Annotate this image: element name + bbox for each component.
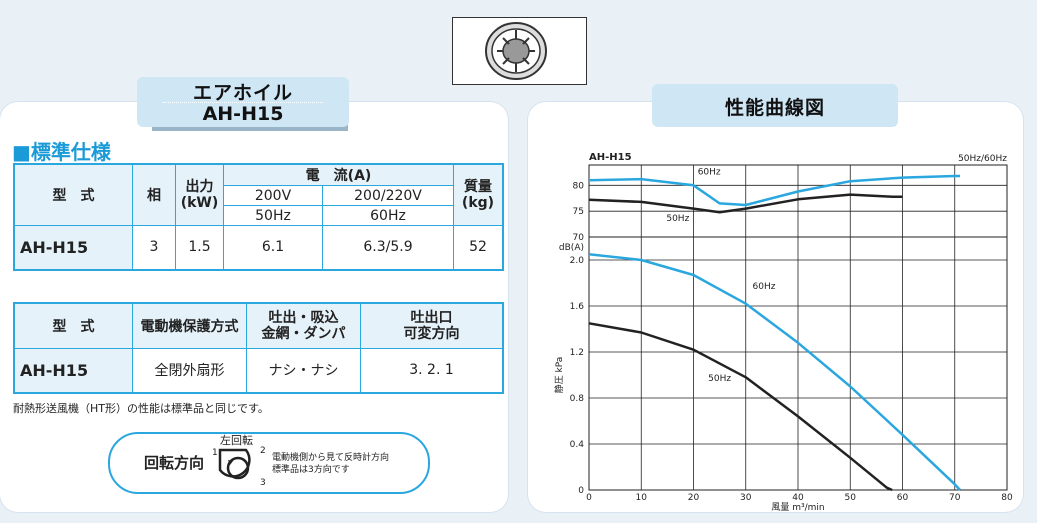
section-title: ■標準仕様: [12, 140, 111, 164]
header-phase: 相: [132, 163, 176, 226]
option-table: 型 式 電動機保護方式 吐出・吸込 金網・ダンパ 吐出口 可変方向 AH-H15…: [13, 302, 504, 394]
spec-table: 型 式 相 出力 (kW) 電 流(A) 質量 (kg) 200V 200/22…: [13, 163, 504, 271]
pressure-tick-label: 1.2: [570, 348, 584, 358]
product-category: エアホイル: [192, 82, 293, 104]
header-current: 電 流(A): [223, 163, 454, 186]
x-tick-label: 70: [949, 493, 961, 503]
noise-curve-60Hz: [588, 174, 960, 207]
value-mass: 52: [453, 225, 504, 270]
pressure-tick-label: 1.6: [570, 302, 585, 312]
chart-series: [588, 174, 961, 492]
value-direction: 3. 2. 1: [360, 347, 504, 394]
value-protection: 全閉外扇形: [132, 347, 247, 394]
rotation-label: 回転方向: [144, 454, 205, 472]
header-mesh-damper: 吐出・吸込 金網・ダンパ: [246, 302, 361, 349]
x-tick-label: 10: [636, 493, 648, 503]
header-model: 型 式: [13, 163, 133, 226]
airfoil-fan-icon: [485, 22, 547, 80]
title-divider: [163, 102, 323, 103]
value-output: 1.5: [175, 225, 224, 270]
noise-axis-label: dB(A): [559, 243, 584, 253]
pressure-curve-50Hz: [588, 322, 893, 492]
rotation-box: 回転方向 左回転 1 2 3 電動機側から見て反時計方向 標準品は3方向です: [108, 432, 430, 494]
pressure-tick-label: 0.8: [570, 394, 585, 404]
pressure-tick-label: 0.4: [570, 440, 585, 450]
chart-labels: 0 10 20 30 40 50 60 70 80 70 75 80 0 0.4 0.8 1.2 1.6 2.0 6…: [553, 152, 1013, 512]
rotation-desc-2: 標準品は3方向です: [272, 465, 350, 475]
value-phase: 3: [132, 225, 176, 270]
rotation-direction-label: 左回転: [220, 434, 253, 447]
outlet-number-1: 1: [212, 448, 218, 458]
x-tick-label: 80: [1001, 493, 1013, 503]
x-tick-label: 40: [792, 493, 804, 503]
chart-title-tab: 性能曲線図: [652, 84, 898, 127]
header-freq-60: 60Hz: [322, 205, 454, 226]
chart-title: AH-H15: [589, 152, 632, 163]
x-tick-label: 30: [740, 493, 752, 503]
tab-shadow: [152, 123, 348, 131]
x-tick-label: 20: [688, 493, 700, 503]
header-direction: 吐出口 可変方向: [360, 302, 504, 349]
performance-chart: 0 10 20 30 40 50 60 70 80 70 75 80 0 0.4 0.8 1.2 1.6 2.0 6…: [553, 152, 1013, 512]
heat-resistant-note: 耐熱形送風機（HT形）の性能は標準品と同じです。: [13, 402, 269, 415]
outlet-number-3: 3: [260, 478, 266, 488]
noise-tick-label: 70: [573, 233, 585, 243]
value-current-50: 6.1: [223, 225, 323, 270]
header-protection: 電動機保護方式: [132, 302, 247, 349]
value-mesh-damper: ナシ・ナシ: [246, 347, 361, 394]
x-tick-label: 0: [586, 493, 592, 503]
pressure-series-label-50hz: 50Hz: [708, 374, 731, 384]
pressure-curve-60Hz: [588, 253, 961, 491]
header-output: 出力 (kW): [175, 163, 224, 226]
chart-tab-title: 性能曲線図: [724, 97, 825, 119]
pressure-axis-label: 静圧 kPa: [553, 357, 565, 394]
noise-tick-label: 80: [573, 181, 585, 191]
header-mass: 質量 (kg): [453, 163, 504, 226]
noise-series-label-50hz: 50Hz: [666, 214, 689, 224]
noise-curve-50Hz: [588, 193, 903, 214]
x-tick-label: 60: [897, 493, 909, 503]
x-axis-label: 風量 m³/min: [771, 502, 824, 512]
product-title-tab: エアホイル AH-H15: [137, 77, 349, 127]
outlet-number-2: 2: [260, 446, 266, 456]
noise-series-label-60hz: 60Hz: [698, 168, 721, 178]
rotation-desc-1: 電動機側から見て反時計方向: [272, 453, 390, 463]
x-tick-label: 50: [845, 493, 857, 503]
product-model: AH-H15: [202, 103, 284, 125]
noise-tick-label: 75: [573, 207, 584, 217]
pressure-series-label-60hz: 60Hz: [753, 282, 776, 292]
row-model-2: AH-H15: [13, 347, 133, 394]
pressure-tick-label: 0: [578, 486, 584, 496]
chart-corner-label: 50Hz/60Hz: [958, 154, 1007, 164]
chart-grid: [588, 164, 1008, 491]
pressure-tick-label: 2.0: [570, 256, 585, 266]
value-current-60: 6.3/5.9: [322, 225, 454, 270]
row-model: AH-H15: [13, 225, 133, 270]
header-voltage-200: 200V: [223, 185, 323, 206]
rotation-fan-icon: [218, 448, 251, 480]
header-freq-50: 50Hz: [223, 205, 323, 226]
fan-illustration-box: [452, 17, 587, 85]
header-voltage-200-220: 200/220V: [322, 185, 454, 206]
header-model-2: 型 式: [13, 302, 133, 349]
